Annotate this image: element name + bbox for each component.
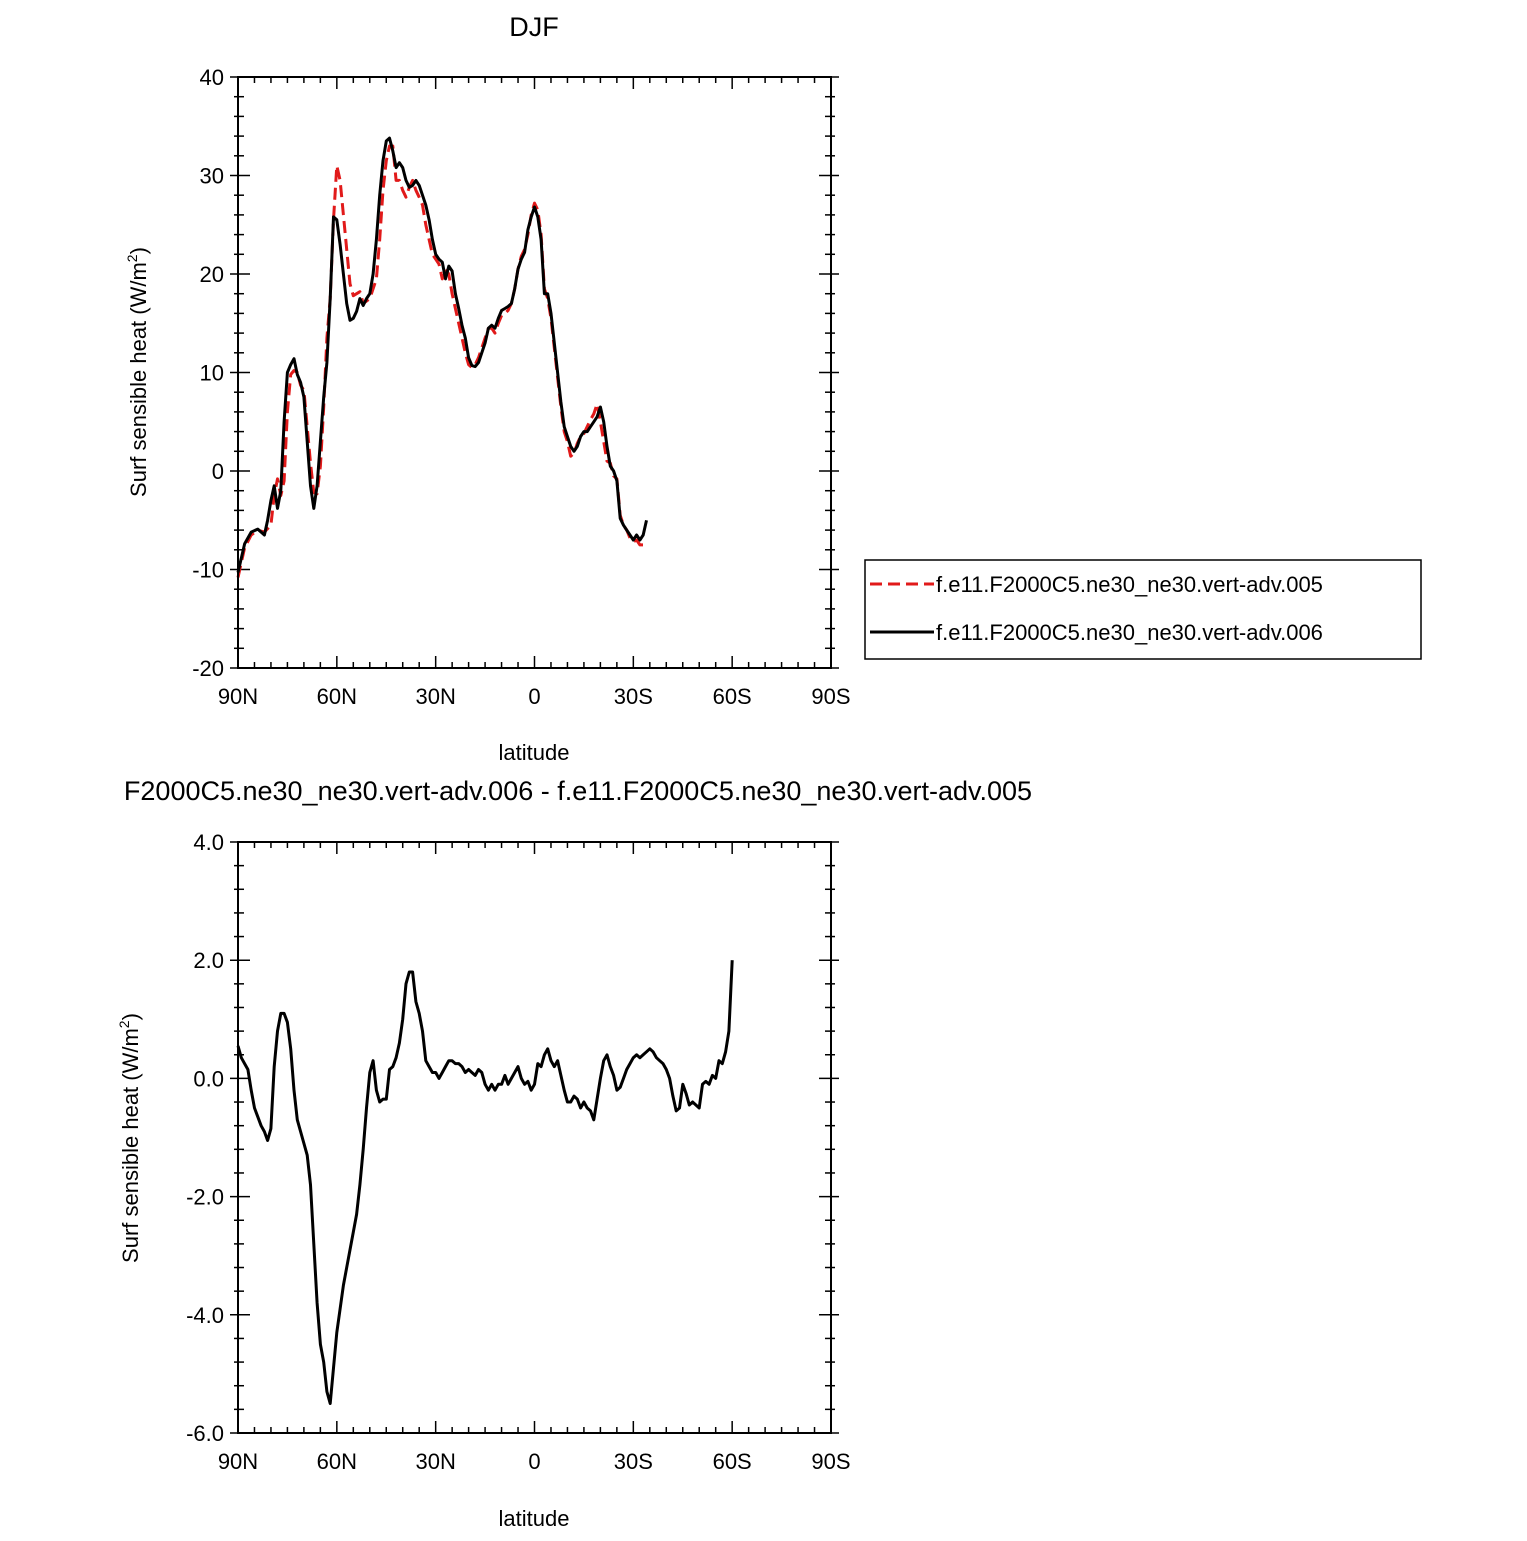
top-x-tick-label: 30N — [415, 684, 455, 709]
bottom-y-tick-label: 4.0 — [193, 830, 224, 855]
top-y-tick-label: 30 — [200, 164, 224, 189]
top-x-tick-label: 30S — [614, 684, 653, 709]
legend: f.e11.F2000C5.ne30_ne30.vert-adv.005 f.e… — [864, 559, 1422, 660]
top-y-tick-label: 40 — [200, 65, 224, 90]
top-x-tick-label: 90S — [811, 684, 850, 709]
bottom-series-layer — [236, 960, 734, 1405]
bottom-plot-grid-layer: 90N 60N 30N 0 30S 60S 90S -6.0 -4.0 -2.0 0.0 2.0 4.0 — [186, 830, 851, 1474]
top-series-layer — [236, 136, 648, 578]
top-panel: DJF 90N 60N 30N 0 30S 60S 90S -20 -10 0 10 20 30 40 l… — [124, 12, 851, 765]
legend-label-series-2: f.e11.F2000C5.ne30_ne30.vert-adv.006 — [936, 620, 1323, 645]
bottom-y-tick-label: -4.0 — [186, 1303, 224, 1328]
top-x-axis-label: latitude — [499, 740, 570, 765]
top-series-line-2 — [236, 136, 648, 573]
bottom-y-tick-label: -6.0 — [186, 1421, 224, 1446]
legend-box — [864, 559, 1422, 660]
bottom-panel: F2000C5.ne30_ne30.vert-adv.006 - f.e11.F… — [116, 776, 1032, 1531]
top-y-tick-label: 0 — [212, 459, 224, 484]
bottom-x-tick-label: 30N — [415, 1449, 455, 1474]
top-x-tick-label: 0 — [528, 684, 540, 709]
top-plot-frame — [237, 76, 832, 669]
top-y-tick-label: -20 — [192, 656, 224, 681]
bottom-x-tick-label: 90S — [811, 1449, 850, 1474]
bottom-x-tick-label: 60N — [317, 1449, 357, 1474]
bottom-chart-title: F2000C5.ne30_ne30.vert-adv.006 - f.e11.F… — [124, 776, 1032, 806]
top-x-tick-label: 60N — [317, 684, 357, 709]
bottom-x-tick-label: 0 — [528, 1449, 540, 1474]
bottom-plot-frame — [237, 841, 832, 1434]
bottom-y-tick-label: -2.0 — [186, 1185, 224, 1210]
bottom-y-tick-label: 0.0 — [193, 1066, 224, 1091]
bottom-x-tick-label: 30S — [614, 1449, 653, 1474]
bottom-x-tick-label: 90N — [218, 1449, 258, 1474]
top-x-tick-label: 60S — [713, 684, 752, 709]
bottom-y-axis-label: Surf sensible heat (W/m2) — [116, 1013, 143, 1263]
top-x-tick-label: 90N — [218, 684, 258, 709]
top-chart-title: DJF — [509, 12, 559, 42]
top-y-tick-label: 20 — [200, 262, 224, 287]
top-series-line-1 — [236, 144, 648, 578]
top-y-tick-label: -10 — [192, 558, 224, 583]
legend-label-series-1: f.e11.F2000C5.ne30_ne30.vert-adv.005 — [936, 572, 1323, 597]
bottom-series-line-1 — [236, 960, 734, 1405]
bottom-x-axis-label: latitude — [499, 1506, 570, 1531]
bottom-y-tick-label: 2.0 — [193, 948, 224, 973]
top-y-tick-label: 10 — [200, 361, 224, 386]
bottom-x-tick-label: 60S — [713, 1449, 752, 1474]
top-y-axis-label: Surf sensible heat (W/m2) — [124, 247, 151, 497]
